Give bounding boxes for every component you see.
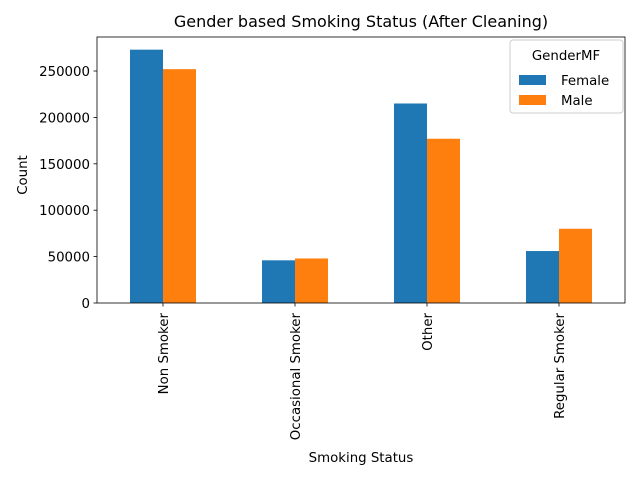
bar-male-2: [427, 138, 460, 303]
x-tick-label: Other: [421, 312, 436, 350]
y-tick-label: 250000: [39, 65, 90, 80]
plot-frame: [96, 36, 626, 304]
bar-male-0: [163, 69, 196, 304]
bar-female-3: [526, 251, 559, 303]
bar-female-2: [394, 103, 427, 303]
x-axis: Non Smoker Occasional Smoker Other Regular …: [157, 303, 568, 440]
x-tick-label: Regular Smoker: [553, 312, 568, 418]
y-axis-label: Count: [16, 155, 31, 195]
legend: GenderMF Female Male: [509, 39, 624, 114]
x-tick-label: Non Smoker: [157, 312, 172, 394]
legend-title: GenderMF: [532, 49, 600, 64]
x-tick-label: Occasional Smoker: [289, 312, 304, 440]
x-axis-label: Smoking Status: [309, 451, 414, 466]
y-tick-label: 200000: [39, 111, 90, 126]
legend-swatch-female: [519, 75, 546, 85]
chart-title: Gender based Smoking Status (After Clean…: [174, 12, 548, 31]
y-tick-label: 0: [82, 297, 90, 312]
bars-group: [130, 49, 592, 304]
bar-male-3: [559, 228, 592, 303]
y-axis: 0 50000 100000 150000 200000 250000: [39, 65, 97, 312]
bar-female-1: [262, 260, 295, 303]
legend-swatch-male: [519, 95, 546, 105]
y-tick-label: 50000: [48, 251, 90, 266]
y-tick-label: 100000: [39, 204, 90, 219]
bar-female-0: [130, 49, 163, 303]
legend-label-female: Female: [561, 74, 609, 89]
legend-label-male: Male: [561, 94, 593, 109]
bar-male-1: [295, 258, 328, 303]
legend-box: [509, 39, 624, 114]
plot-area: 0 50000 100000 150000 200000 250000 Non Smoke…: [39, 36, 626, 440]
y-tick-label: 150000: [39, 158, 90, 173]
